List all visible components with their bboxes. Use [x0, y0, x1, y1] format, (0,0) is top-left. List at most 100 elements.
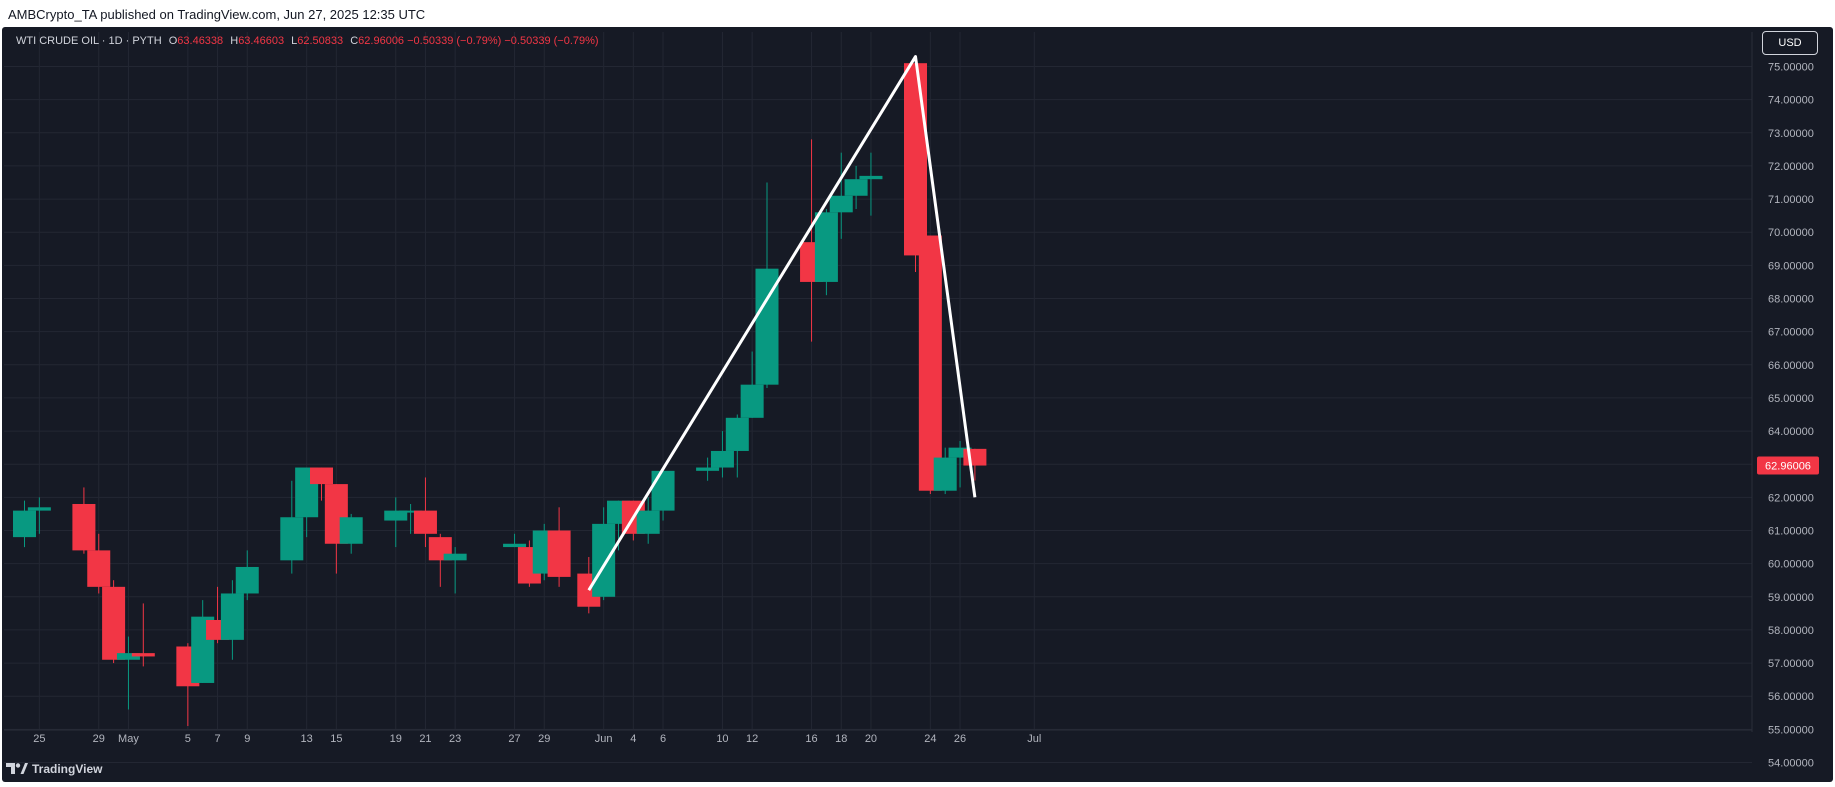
candle[interactable]: [829, 152, 853, 239]
candle[interactable]: [13, 500, 36, 548]
candle[interactable]: [72, 487, 96, 554]
candle[interactable]: [963, 448, 987, 481]
x-tick-label: 10: [716, 733, 728, 745]
candle[interactable]: [102, 580, 126, 664]
candle[interactable]: [904, 63, 927, 272]
candle[interactable]: [592, 507, 616, 601]
symbol-name[interactable]: WTI CRUDE OIL · 1D · PYTH: [16, 35, 162, 47]
candle-body: [503, 543, 527, 548]
symbol-legend[interactable]: WTI CRUDE OIL · 1D · PYTH O63.46338 H63.…: [16, 35, 599, 47]
candle-body: [116, 653, 140, 660]
candle[interactable]: [310, 467, 333, 501]
low-value: 62.50833: [297, 35, 344, 47]
candle-body: [814, 212, 838, 282]
candle[interactable]: [918, 235, 942, 495]
x-tick-label: 19: [390, 733, 402, 745]
candle[interactable]: [87, 533, 111, 594]
currency-button[interactable]: USD: [1762, 31, 1818, 55]
x-tick-label: 25: [33, 733, 45, 745]
publish-header: AMBCrypto_TA published on TradingView.co…: [0, 0, 1835, 30]
candle-body: [918, 235, 942, 491]
candle-body: [310, 467, 333, 485]
candle[interactable]: [116, 636, 140, 710]
candle[interactable]: [844, 165, 868, 210]
y-tick-label: 68.00000: [1768, 294, 1814, 306]
candle[interactable]: [814, 209, 838, 296]
x-tick-label: 15: [330, 733, 342, 745]
price-axis-bg: [1752, 32, 1831, 730]
candle-body: [339, 517, 363, 544]
x-tick-label: 29: [93, 733, 105, 745]
candle-body: [547, 530, 571, 577]
candle[interactable]: [948, 441, 972, 488]
candle-body: [696, 467, 720, 471]
x-tick-label: May: [118, 733, 139, 745]
high-value: 63.46603: [238, 35, 285, 47]
candle-body: [592, 523, 616, 597]
x-tick-label: 26: [954, 733, 966, 745]
candle[interactable]: [413, 477, 437, 548]
candle[interactable]: [384, 497, 408, 548]
candle-body: [725, 417, 749, 451]
candle[interactable]: [636, 497, 660, 544]
x-tick-label: 7: [214, 733, 220, 745]
candle[interactable]: [933, 447, 957, 495]
candle-body: [740, 384, 764, 418]
candle[interactable]: [503, 533, 527, 548]
trendline-layer: [587, 55, 977, 591]
x-tick-label: 27: [508, 733, 520, 745]
y-tick-label: 62.00000: [1768, 492, 1814, 504]
candle-body: [413, 510, 437, 534]
candle-body: [72, 503, 96, 551]
x-tick-label: 20: [865, 733, 877, 745]
trendline[interactable]: [587, 55, 977, 591]
candle[interactable]: [191, 600, 215, 683]
y-tick-label: 61.00000: [1768, 526, 1814, 538]
candle-body: [443, 553, 467, 561]
open-value: 63.46338: [177, 35, 224, 47]
candle[interactable]: [280, 480, 304, 574]
tradingview-logo[interactable]: TradingView: [6, 762, 102, 776]
candle[interactable]: [547, 507, 571, 587]
candle[interactable]: [131, 603, 155, 667]
candle[interactable]: [339, 513, 363, 554]
candle-body: [131, 653, 155, 657]
open-label: O: [168, 35, 178, 47]
publish-text: AMBCrypto_TA published on TradingView.co…: [8, 7, 426, 22]
candle-body: [235, 566, 259, 594]
candle-body: [755, 268, 779, 385]
candle-body: [948, 447, 972, 458]
candle-body: [904, 63, 927, 256]
candle[interactable]: [725, 414, 749, 478]
low-label: L: [291, 35, 298, 47]
candle[interactable]: [710, 431, 734, 478]
candle-body: [102, 586, 126, 660]
candle[interactable]: [27, 497, 51, 534]
candle[interactable]: [740, 351, 764, 418]
tradingview-brand: TradingView: [32, 762, 103, 776]
candle[interactable]: [696, 457, 720, 481]
close-value: 62.96006: [358, 35, 405, 47]
candle-body: [280, 517, 304, 561]
y-tick-label: 74.00000: [1768, 95, 1814, 107]
candle[interactable]: [235, 550, 259, 601]
y-tick-label: 73.00000: [1768, 128, 1814, 140]
last-price-badge: [1757, 456, 1819, 475]
tradingview-logo-icon: [6, 763, 28, 774]
y-tick-label: 65.00000: [1768, 393, 1814, 405]
x-tick-label: 9: [244, 733, 250, 745]
candle[interactable]: [443, 547, 467, 594]
candle[interactable]: [399, 503, 423, 534]
y-tick-label: 66.00000: [1768, 360, 1814, 372]
candle[interactable]: [220, 580, 244, 660]
x-tick-label: 4: [630, 733, 636, 745]
candle-body: [651, 470, 675, 511]
y-tick-label: 69.00000: [1768, 260, 1814, 272]
candle-body: [963, 448, 987, 466]
y-tick-label: 56.00000: [1768, 691, 1814, 703]
x-tick-label: 12: [746, 733, 758, 745]
change-value: −0.50339 (−0.79%): [407, 35, 502, 47]
candle[interactable]: [859, 152, 883, 216]
candle[interactable]: [755, 182, 779, 388]
